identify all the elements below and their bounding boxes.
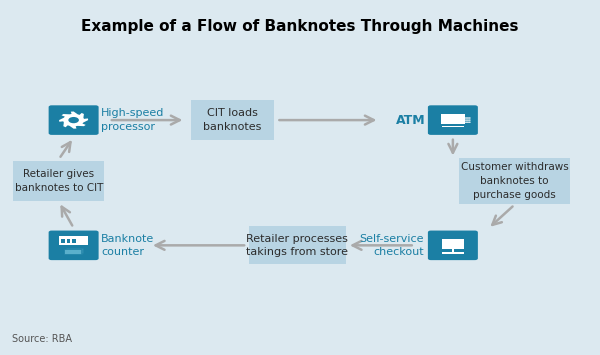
Polygon shape	[59, 111, 88, 129]
Circle shape	[467, 121, 469, 123]
Text: CIT loads
banknotes: CIT loads banknotes	[203, 108, 262, 132]
Text: Retailer gives
banknotes to CIT: Retailer gives banknotes to CIT	[15, 169, 103, 193]
Text: Example of a Flow of Banknotes Through Machines: Example of a Flow of Banknotes Through M…	[81, 19, 519, 34]
Text: High-speed
processor: High-speed processor	[101, 109, 164, 132]
Circle shape	[469, 119, 471, 121]
Text: Banknote
counter: Banknote counter	[101, 234, 154, 257]
FancyBboxPatch shape	[459, 158, 571, 203]
FancyBboxPatch shape	[428, 105, 478, 135]
FancyBboxPatch shape	[442, 252, 464, 254]
Circle shape	[469, 121, 471, 123]
Text: Self-service
checkout: Self-service checkout	[360, 234, 424, 257]
FancyBboxPatch shape	[66, 248, 83, 253]
Circle shape	[469, 118, 471, 119]
Circle shape	[465, 121, 467, 123]
FancyBboxPatch shape	[452, 247, 454, 253]
Text: Customer withdraws
banknotes to
purchase goods: Customer withdraws banknotes to purchase…	[461, 162, 568, 200]
FancyBboxPatch shape	[428, 230, 478, 260]
FancyBboxPatch shape	[49, 105, 98, 135]
Circle shape	[463, 121, 466, 123]
Circle shape	[465, 118, 467, 119]
Circle shape	[68, 117, 79, 123]
FancyBboxPatch shape	[13, 161, 104, 201]
Circle shape	[465, 119, 467, 121]
Text: Source: RBA: Source: RBA	[12, 334, 72, 344]
FancyBboxPatch shape	[67, 247, 84, 252]
Text: Retailer processes
takings from store: Retailer processes takings from store	[246, 234, 348, 257]
FancyBboxPatch shape	[61, 239, 65, 243]
FancyBboxPatch shape	[64, 249, 80, 255]
Circle shape	[467, 118, 469, 119]
Circle shape	[463, 118, 466, 119]
FancyBboxPatch shape	[442, 126, 464, 127]
FancyBboxPatch shape	[65, 248, 82, 254]
Circle shape	[467, 119, 469, 121]
FancyBboxPatch shape	[441, 114, 465, 124]
FancyBboxPatch shape	[442, 239, 464, 249]
FancyBboxPatch shape	[72, 239, 76, 243]
FancyBboxPatch shape	[59, 236, 88, 245]
FancyBboxPatch shape	[248, 226, 346, 264]
Circle shape	[463, 119, 466, 121]
FancyBboxPatch shape	[191, 100, 274, 140]
FancyBboxPatch shape	[67, 239, 70, 243]
FancyBboxPatch shape	[49, 230, 98, 260]
Text: ATM: ATM	[396, 114, 425, 127]
